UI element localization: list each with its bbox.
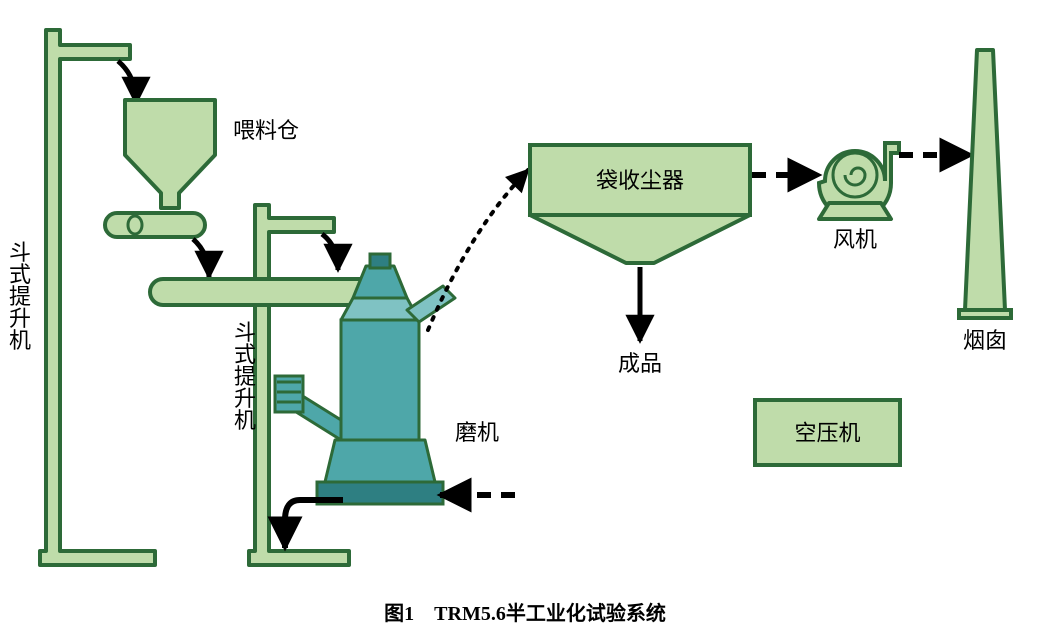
fan (819, 143, 899, 219)
chimney-label: 烟囱 (963, 328, 1007, 353)
fan-label: 风机 (833, 227, 877, 252)
feed-hopper-label: 喂料仓 (233, 118, 299, 143)
screw-conveyor-1 (105, 213, 209, 277)
elevator2-label: 斗式提升机 (234, 320, 256, 433)
elevator1-label: 斗式提升机 (9, 240, 31, 353)
compressor-label: 空压机 (794, 421, 860, 446)
product-label: 成品 (618, 351, 662, 376)
feed-hopper (125, 100, 215, 208)
chimney (959, 50, 1011, 318)
bag-filter-label: 袋收尘器 (596, 168, 684, 193)
recirculation-arrow (285, 500, 343, 548)
figure-caption: 图1 TRM5.6半工业化试验系统 (384, 601, 666, 625)
mill-label: 磨机 (455, 420, 499, 445)
